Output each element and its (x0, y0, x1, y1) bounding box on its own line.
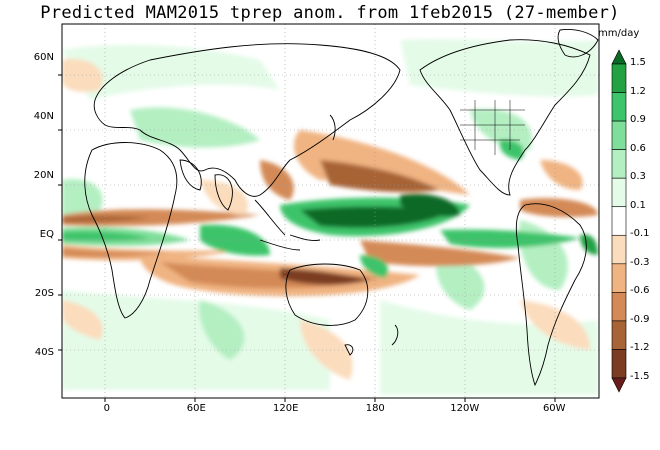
colorbar-tick-label: 0.9 (630, 114, 646, 126)
lat-label: 20N (33, 170, 54, 182)
colorbar-segment (611, 234, 627, 265)
colorbar-segment (611, 120, 627, 150)
colorbar-max-triangle (611, 49, 627, 65)
colorbar (611, 49, 627, 393)
colorbar-tick-label: 1.2 (630, 85, 646, 97)
coastlines (84, 29, 599, 387)
colorbar-tick-label: 0.1 (630, 199, 646, 211)
lat-label: 20S (34, 287, 54, 299)
colorbar-tick-label: -0.9 (630, 313, 650, 325)
map-title: Predicted MAM2015 tprep anom. from 1feb2… (40, 3, 620, 23)
lat-label: 40N (33, 111, 54, 123)
colorbar-segment (611, 320, 627, 350)
colorbar-segment (611, 206, 627, 236)
lat-lon-grid (62, 24, 599, 398)
colorbar-segment (611, 63, 627, 93)
lon-label: 120W (450, 403, 480, 414)
colorbar-tick-label: -1.5 (630, 371, 650, 382)
units-label: mm/day (598, 28, 640, 39)
colorbar-tick-label: -0.6 (630, 285, 650, 297)
lat-label: 40S (34, 346, 54, 358)
colorbar-segment (611, 92, 627, 122)
colorbar-segment (611, 292, 627, 322)
colorbar-tick-label: -1.2 (630, 342, 650, 354)
map-panel (62, 24, 599, 398)
lon-label: 0 (103, 403, 110, 414)
colorbar-tick-label: 0.3 (630, 171, 646, 183)
colorbar-segment (611, 177, 627, 208)
lon-label: 120E (273, 403, 299, 414)
axis-ticks (58, 74, 556, 402)
colorbar-tick-label: 0.6 (630, 142, 646, 154)
lat-label: EQ (39, 229, 54, 241)
colorbar-segment (611, 349, 627, 379)
lat-label: 60N (33, 52, 54, 64)
colorbar-segment (611, 149, 627, 179)
lon-label: 60W (542, 403, 566, 414)
colorbar-tick-label: 1.5 (630, 57, 646, 68)
lon-label: 60E (186, 403, 206, 414)
colorbar-min-triangle (611, 377, 627, 393)
colorbar-tick-label: -0.1 (630, 228, 650, 240)
map-frame (61, 23, 600, 399)
colorbar-tick-label: -0.3 (630, 256, 650, 268)
colorbar-segment (611, 263, 627, 293)
lon-label: 180 (365, 403, 385, 414)
